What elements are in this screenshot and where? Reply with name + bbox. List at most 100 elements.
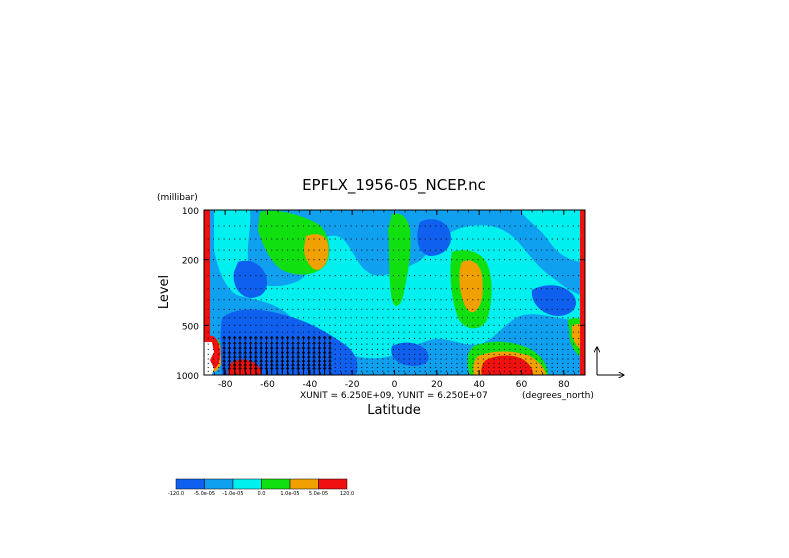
vector-arrow-head: [280, 350, 285, 354]
vector-arrow-head: [248, 335, 253, 339]
vector-arrow-head: [254, 346, 258, 350]
vector-point: [361, 353, 363, 355]
vector-point: [345, 259, 347, 261]
vector-point: [398, 331, 400, 333]
vector-point: [535, 358, 537, 360]
vector-arrow-head: [291, 355, 295, 358]
vector-point: [482, 343, 484, 345]
vector-point: [435, 353, 437, 355]
vector-point: [530, 331, 532, 333]
vector-point: [350, 324, 352, 326]
vector-point: [223, 317, 225, 319]
vector-point: [572, 238, 574, 240]
vector-point: [461, 362, 463, 364]
vector-point: [366, 343, 368, 345]
vector-point: [414, 238, 416, 240]
vector-point: [340, 275, 342, 277]
vector-point: [334, 225, 336, 227]
vector-point: [456, 331, 458, 333]
vector-point: [234, 249, 236, 251]
vector-point: [403, 370, 405, 372]
legend-swatch: [204, 478, 234, 490]
vector-point: [265, 238, 267, 240]
vector-point: [451, 348, 453, 350]
vector-point: [355, 249, 357, 251]
vector-point: [461, 225, 463, 227]
vector-point: [467, 259, 469, 261]
vector-point: [467, 370, 469, 372]
vector-point: [456, 370, 458, 372]
vector-point: [541, 324, 543, 326]
vector-arrow-head: [306, 346, 311, 350]
vector-point: [525, 275, 527, 277]
vector-point: [498, 238, 500, 240]
vector-point: [377, 299, 379, 301]
vector-point: [509, 238, 511, 240]
vector-point: [213, 343, 215, 345]
vector-point: [530, 362, 532, 364]
vector-point: [556, 366, 558, 368]
vector-point: [477, 259, 479, 261]
vector-arrow-head: [227, 355, 232, 358]
vector-point: [355, 238, 357, 240]
vector-point: [218, 299, 220, 301]
vector-point: [482, 308, 484, 310]
vector-arrow-head: [306, 366, 311, 370]
vector-point: [276, 238, 278, 240]
vector-arrow-head: [291, 341, 295, 345]
vector-point: [551, 366, 553, 368]
y-units-label: (millibar): [157, 193, 198, 203]
vector-point: [456, 249, 458, 251]
vector-point: [472, 366, 474, 368]
vector-point: [308, 259, 310, 261]
vector-point: [572, 317, 574, 319]
vector-point: [408, 299, 410, 301]
vector-point: [398, 324, 400, 326]
vector-point: [345, 324, 347, 326]
vector-point: [382, 249, 384, 251]
vector-point: [578, 308, 580, 310]
vector-point: [387, 337, 389, 339]
vector-point: [313, 225, 315, 227]
vector-point: [414, 275, 416, 277]
vector-point: [392, 370, 394, 372]
vector-point: [562, 343, 564, 345]
vector-point: [398, 337, 400, 339]
vector-point: [578, 249, 580, 251]
vector-point: [472, 324, 474, 326]
vector-point: [530, 225, 532, 227]
vector-point: [382, 358, 384, 360]
vector-point: [493, 337, 495, 339]
vector-point: [329, 225, 331, 227]
vector-point: [525, 249, 527, 251]
vector-point: [551, 370, 553, 372]
vector-point: [493, 366, 495, 368]
vector-point: [519, 337, 521, 339]
vector-point: [498, 366, 500, 368]
vector-point: [265, 288, 267, 290]
vector-point: [514, 343, 516, 345]
vector-arrow-head: [285, 355, 290, 358]
vector-point: [567, 348, 569, 350]
vector-point: [556, 348, 558, 350]
vector-arrow-head: [322, 350, 327, 354]
vector-point: [493, 238, 495, 240]
vector-point: [572, 353, 574, 355]
vector-point: [345, 366, 347, 368]
vector-point: [419, 370, 421, 372]
vector-point: [260, 324, 262, 326]
vector-point: [467, 308, 469, 310]
vector-point: [525, 366, 527, 368]
vector-arrow-head: [264, 341, 269, 345]
vector-point: [313, 249, 315, 251]
vector-point: [340, 343, 342, 345]
missing-data-patch: [204, 342, 214, 375]
vector-arrow-head: [259, 350, 263, 354]
vector-point: [255, 324, 257, 326]
vector-point: [546, 337, 548, 339]
vector-point: [355, 348, 357, 350]
vector-point: [408, 317, 410, 319]
vector-point: [493, 299, 495, 301]
vector-point: [482, 249, 484, 251]
vector-point: [371, 331, 373, 333]
